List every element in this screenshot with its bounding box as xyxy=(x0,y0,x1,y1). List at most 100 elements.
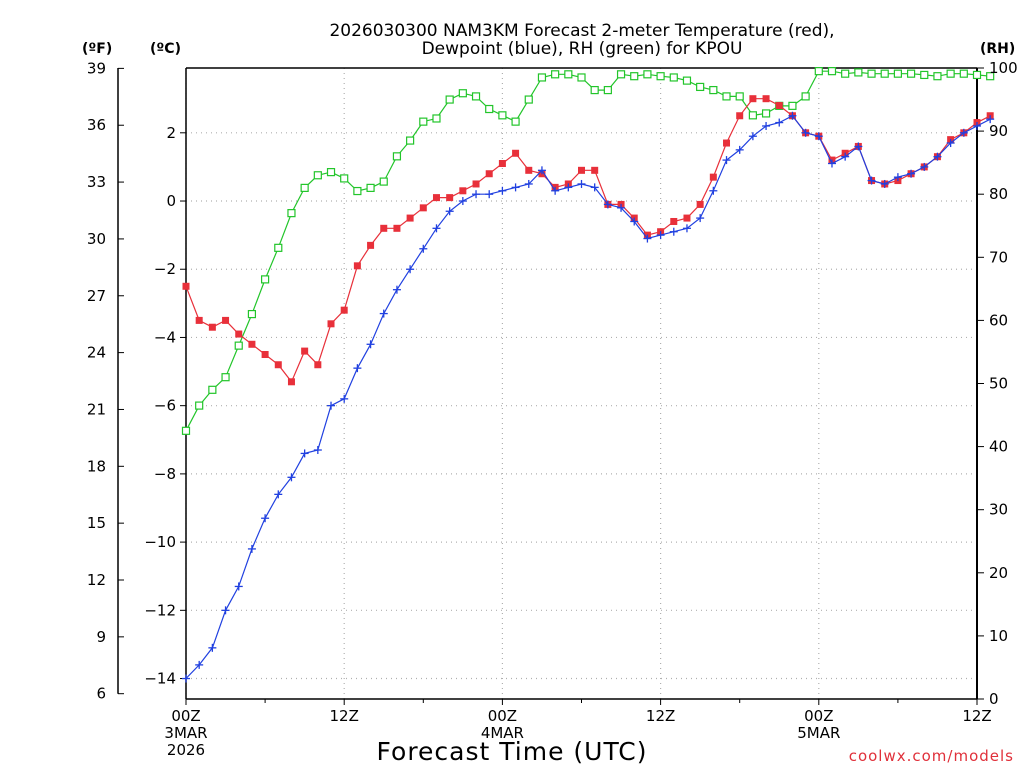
rh-tick-label: 0 xyxy=(989,690,999,708)
rh-point xyxy=(406,136,415,145)
temperature-point xyxy=(696,200,704,208)
dewpoint-point xyxy=(762,121,771,130)
dewpoint-point xyxy=(234,582,243,591)
temperature-point xyxy=(208,323,216,331)
rh-point xyxy=(379,177,388,186)
rh-point xyxy=(788,101,797,110)
dewpoint-point xyxy=(274,490,283,499)
rh-tick-label: 80 xyxy=(989,185,1008,203)
rh-point xyxy=(854,68,863,77)
temperature-point xyxy=(314,361,322,369)
rh-point xyxy=(511,117,520,126)
rh-point xyxy=(616,70,626,79)
rh-tick-label: 40 xyxy=(989,438,1008,456)
temperature-point xyxy=(709,173,717,181)
temperature-point xyxy=(222,316,230,324)
dewpoint-point xyxy=(775,118,784,127)
rh-point xyxy=(682,76,692,85)
rh-point xyxy=(485,104,494,114)
rh-tick-label: 20 xyxy=(989,564,1008,582)
rh-point xyxy=(392,152,402,161)
dewpoint-point xyxy=(722,156,731,165)
rh-tick-label: 10 xyxy=(989,627,1008,645)
dewpoint-point xyxy=(537,166,546,175)
dewpoint-point xyxy=(419,244,428,253)
dewpoint-point xyxy=(669,227,678,236)
temperature-line xyxy=(185,98,991,383)
temperature-point xyxy=(235,330,243,338)
temperature-point xyxy=(353,262,361,270)
dewpoint-point xyxy=(182,674,190,683)
rh-point xyxy=(313,171,322,180)
fahrenheit-tick-label: 33 xyxy=(87,173,106,191)
rh-point xyxy=(920,70,929,80)
temperature-point xyxy=(248,340,256,348)
temperature-point xyxy=(301,347,309,355)
dewpoint-series xyxy=(182,111,995,683)
fahrenheit-tick-label: 39 xyxy=(87,59,106,77)
dewpoint-point xyxy=(406,265,415,274)
time-tick-label: 00Z xyxy=(804,707,833,725)
rh-point xyxy=(326,168,336,177)
dewpoint-point xyxy=(261,514,270,523)
dewpoint-point xyxy=(327,401,336,410)
celsius-tick-label: −12 xyxy=(144,601,176,619)
celsius-tick-label: 0 xyxy=(166,192,176,210)
dewpoint-point xyxy=(946,139,955,148)
temperature-point xyxy=(182,282,190,290)
dewpoint-point xyxy=(801,128,810,137)
data-series xyxy=(181,67,995,683)
dewpoint-point xyxy=(300,449,309,458)
dewpoint-point xyxy=(458,197,467,206)
rh-point xyxy=(880,69,889,78)
dewpoint-point xyxy=(392,285,401,294)
fahrenheit-unit-label: (ºF) xyxy=(82,41,112,57)
rh-point xyxy=(208,385,217,394)
dewpoint-point xyxy=(432,224,441,233)
dewpoint-point xyxy=(353,364,362,373)
dewpoint-point xyxy=(617,203,626,212)
dewpoint-point xyxy=(577,179,586,188)
rh-point xyxy=(906,69,916,78)
rh-point xyxy=(498,111,507,120)
rh-point xyxy=(537,73,547,82)
time-tick-label: 12Z xyxy=(646,707,675,725)
rh-series xyxy=(181,67,995,435)
dewpoint-point xyxy=(472,190,481,199)
rh-tick-label: 30 xyxy=(989,501,1008,519)
time-tick-label: 00Z xyxy=(488,707,517,725)
rh-point xyxy=(656,72,665,81)
dewpoint-point xyxy=(735,145,744,154)
dewpoint-point xyxy=(564,183,573,192)
dewpoint-point xyxy=(696,214,705,223)
rh-point xyxy=(801,92,810,101)
dewpoint-point xyxy=(880,179,889,188)
temperature-point xyxy=(578,166,585,174)
dewpoint-point xyxy=(682,224,691,233)
date-tick-label: 5MAR xyxy=(797,724,840,742)
temperature-series xyxy=(182,95,994,386)
temperature-point xyxy=(749,95,757,103)
temperature-point xyxy=(498,160,506,168)
rh-tick-label: 90 xyxy=(989,122,1008,140)
temperature-point xyxy=(472,180,480,188)
temperature-point xyxy=(762,95,770,103)
dewpoint-point xyxy=(603,200,612,209)
temperature-point xyxy=(736,112,744,120)
rh-point xyxy=(274,243,283,252)
rh-point xyxy=(524,95,533,104)
rh-point xyxy=(181,426,191,435)
rh-point xyxy=(577,73,586,82)
dewpoint-point xyxy=(379,309,388,318)
dewpoint-point xyxy=(247,544,256,553)
rh-point xyxy=(748,111,757,120)
temperature-point xyxy=(485,170,493,178)
rh-point xyxy=(300,183,309,192)
temperature-point xyxy=(406,214,414,222)
celsius-tick-label: −6 xyxy=(154,397,176,415)
rh-point xyxy=(221,373,230,382)
x-axis-title: Forecast Time (UTC) xyxy=(377,737,648,766)
time-tick-label: 12Z xyxy=(962,707,991,725)
axes xyxy=(117,67,984,705)
